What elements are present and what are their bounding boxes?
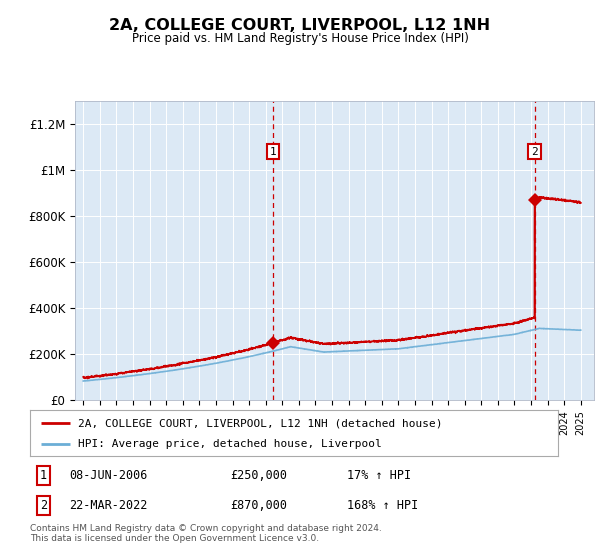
Text: £870,000: £870,000 [230,499,287,512]
Text: 1: 1 [269,147,277,156]
Text: 22-MAR-2022: 22-MAR-2022 [70,499,148,512]
Text: 2A, COLLEGE COURT, LIVERPOOL, L12 1NH: 2A, COLLEGE COURT, LIVERPOOL, L12 1NH [109,18,491,33]
Text: 17% ↑ HPI: 17% ↑ HPI [347,469,411,482]
Text: 2: 2 [531,147,538,156]
Text: 2: 2 [40,499,47,512]
Text: HPI: Average price, detached house, Liverpool: HPI: Average price, detached house, Live… [77,438,381,449]
Text: 168% ↑ HPI: 168% ↑ HPI [347,499,418,512]
Text: 1: 1 [40,469,47,482]
Text: Contains HM Land Registry data © Crown copyright and database right 2024.
This d: Contains HM Land Registry data © Crown c… [30,524,382,543]
Text: £250,000: £250,000 [230,469,287,482]
Text: Price paid vs. HM Land Registry's House Price Index (HPI): Price paid vs. HM Land Registry's House … [131,32,469,45]
Text: 08-JUN-2006: 08-JUN-2006 [70,469,148,482]
Text: 2A, COLLEGE COURT, LIVERPOOL, L12 1NH (detached house): 2A, COLLEGE COURT, LIVERPOOL, L12 1NH (d… [77,418,442,428]
